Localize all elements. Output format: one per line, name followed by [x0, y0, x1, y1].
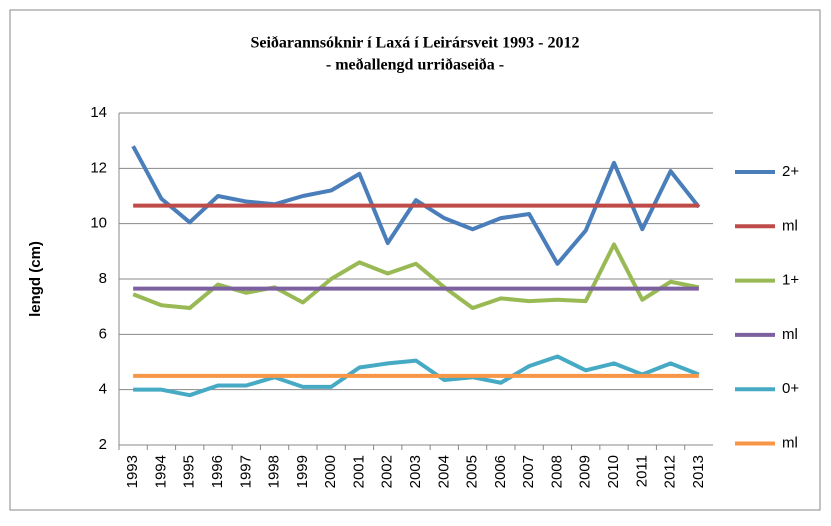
x-tick-label: 2012: [662, 455, 679, 488]
x-tick-label: 2009: [577, 455, 594, 488]
x-tick-label: 2008: [548, 455, 565, 488]
x-tick-label: 2003: [407, 455, 424, 488]
chart-title: Seiðarannsóknir í Laxá í Leirársveit 199…: [250, 35, 579, 52]
y-tick-label: 6: [99, 325, 107, 342]
legend-label: 1+: [782, 272, 799, 289]
x-tick-label: 2002: [379, 455, 396, 488]
y-tick-label: 10: [90, 215, 107, 232]
x-tick-label: 1994: [152, 455, 169, 488]
x-tick-label: 2004: [435, 455, 452, 488]
x-tick-label: 2007: [520, 455, 537, 488]
y-tick-label: 2: [99, 436, 107, 453]
x-tick-label: 2013: [690, 455, 707, 488]
series-line: [133, 354, 700, 398]
legend-label: ml: [782, 434, 798, 451]
x-tick-label: 2001: [350, 455, 367, 488]
legend-label: ml: [782, 217, 798, 234]
series-line: [131, 145, 701, 266]
x-tick-label: 1996: [209, 455, 226, 488]
x-tick-label: 2005: [464, 455, 481, 488]
x-tick-label: 1993: [124, 455, 141, 488]
x-tick-label: 2010: [605, 455, 622, 488]
chart-border: [9, 9, 821, 511]
legend-label: ml: [782, 326, 798, 343]
y-tick-label: 8: [99, 270, 107, 287]
x-tick-label: 1999: [294, 455, 311, 488]
x-tick-label: 1997: [237, 455, 254, 488]
y-tick-label: 12: [90, 159, 107, 176]
x-tick-label: 2011: [633, 455, 650, 487]
x-tick-label: 1995: [181, 455, 198, 488]
x-tick-label: 1998: [266, 455, 283, 488]
legend-label: 0+: [782, 380, 799, 397]
chart-subtitle: - meðallengd urriðaseiða -: [326, 57, 504, 74]
legend-label: 2+: [782, 163, 799, 180]
x-tick-label: 2000: [322, 455, 339, 488]
y-tick-label: 14: [90, 104, 107, 121]
x-tick-label: 2006: [492, 455, 509, 488]
y-tick-label: 4: [99, 381, 107, 398]
y-axis-label: lengd (cm): [27, 241, 44, 317]
